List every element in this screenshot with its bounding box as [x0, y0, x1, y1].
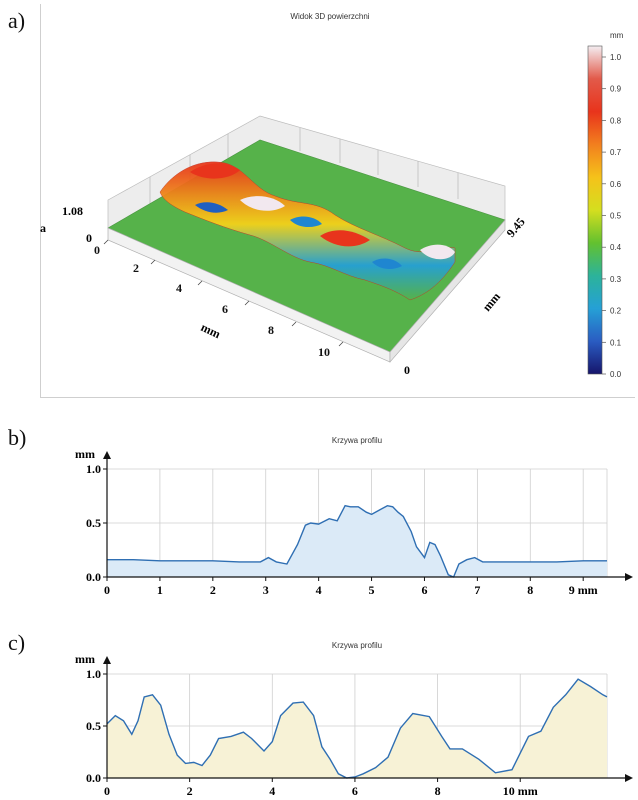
x-tick-label: 8: [435, 784, 441, 798]
colorbar-unit: mm: [610, 31, 624, 40]
x-axis-arrow: [625, 573, 633, 581]
x-tick-label: 0: [104, 583, 110, 597]
colorbar-tick-label: 0.3: [610, 275, 622, 284]
colorbar: [587, 45, 603, 375]
y-tick-label: 0.0: [86, 771, 101, 785]
x-tick-label: 5: [369, 583, 375, 597]
colorbar-tick-label: 0.0: [610, 370, 622, 379]
panel-b-label: b): [8, 425, 27, 450]
ridge-peak-1: [190, 163, 240, 179]
profile-area: [107, 679, 607, 778]
x-tick-label: 6: [352, 784, 358, 798]
colorbar-tick-label: 0.2: [610, 307, 622, 316]
z-axis-bottom: 0: [86, 231, 92, 245]
x-tick-0: 0: [94, 243, 100, 257]
profile-line: [106, 678, 608, 779]
x-tick-label: 4: [316, 583, 322, 597]
profile-chart-c: Krzywa profilu mm 0.0 0.5 1.0 0 2 4 6 8 10 mm: [75, 641, 633, 798]
back-wall-grid: [149, 128, 459, 205]
x-tick-4: 4: [176, 281, 182, 295]
y-tick-label: 1.0: [86, 462, 101, 476]
colorbar-tick-label: 0.8: [610, 116, 622, 125]
colorbar-tick-label: 1.0: [610, 53, 622, 62]
ridge-valley-3: [372, 258, 402, 270]
x-tick-2: 2: [133, 261, 139, 275]
x-axis-ticks: [103, 239, 344, 347]
x-tick-10: 10: [318, 345, 330, 359]
colorbar-tick-label: 0.1: [610, 338, 622, 347]
panel-c-label: c): [8, 630, 26, 655]
x-tick-label: 4: [269, 784, 275, 798]
x-axis-label: mm: [199, 320, 223, 341]
chart-title: Krzywa profilu: [332, 436, 382, 445]
chart-title: Krzywa profilu: [332, 641, 382, 650]
colorbar-tick-label: 0.6: [610, 180, 622, 189]
y-axis-arrow: [103, 656, 111, 664]
x-tick-label: 0: [104, 784, 110, 798]
ridge-valley-1: [195, 202, 228, 213]
y-tick-label: 1.0: [86, 667, 101, 681]
surface-3d-view: Widok 3D powierzchni 0 2 4 6 8 10 mm 9.4: [40, 12, 624, 379]
colorbar-tick-label: 0.9: [610, 85, 622, 94]
x-axis-arrow: [625, 774, 633, 782]
x-tick-label: 3: [263, 583, 269, 597]
y-axis-arrow: [103, 451, 111, 459]
colorbar-tick-label: 0.4: [610, 243, 622, 252]
x-tick-label: 9 mm: [569, 583, 598, 597]
y-axis-unit: mm: [75, 447, 95, 461]
panel-a-title: Widok 3D powierzchni: [290, 12, 369, 21]
y-axis-min: 0: [404, 363, 410, 377]
y-tick-label: 0.5: [86, 719, 101, 733]
panel-a-label: a): [8, 8, 26, 33]
colorbar-ticks: 1.0 0.9 0.8 0.7 0.6 0.5 0.4 0.3 0.2 0.1 0.0: [602, 53, 622, 379]
x-tick-label: 2: [210, 583, 216, 597]
y-axis-max: 9.45: [504, 215, 528, 240]
colorbar-tick-label: 0.5: [610, 212, 622, 221]
x-tick-label: 10 mm: [503, 784, 538, 798]
ridge-peak-4: [420, 244, 455, 260]
front-wall-right: [389, 219, 506, 363]
colorbar-tick-label: 0.7: [610, 148, 622, 157]
ridge-peak-2: [240, 196, 285, 211]
x-tick-6: 6: [222, 302, 228, 316]
z-axis-unit: a: [40, 221, 46, 235]
panel-a-frame: [40, 4, 635, 398]
x-tick-label: 2: [187, 784, 193, 798]
y-axis-unit: mm: [75, 652, 95, 666]
x-tick-label: 7: [474, 583, 480, 597]
x-axis-tick-labels: 0 2 4 6 8 10: [94, 243, 330, 359]
z-axis-top: 1.08: [62, 204, 83, 218]
x-tick-label: 6: [421, 583, 427, 597]
ridge-valley-2: [290, 216, 322, 228]
ridge-peak-3: [320, 230, 370, 247]
x-tick-8: 8: [268, 323, 274, 337]
y-axis-label: mm: [480, 290, 504, 314]
x-tick-label: 8: [527, 583, 533, 597]
y-tick-label: 0.0: [86, 570, 101, 584]
y-tick-label: 0.5: [86, 516, 101, 530]
profile-chart-b: Krzywa profilu mm 0.0 0.5 1.0 0 1 2 3 4 5 6 7 8 9 mm: [75, 436, 633, 597]
x-tick-label: 1: [157, 583, 163, 597]
profile-line: [107, 504, 607, 578]
profile-area: [107, 505, 607, 577]
